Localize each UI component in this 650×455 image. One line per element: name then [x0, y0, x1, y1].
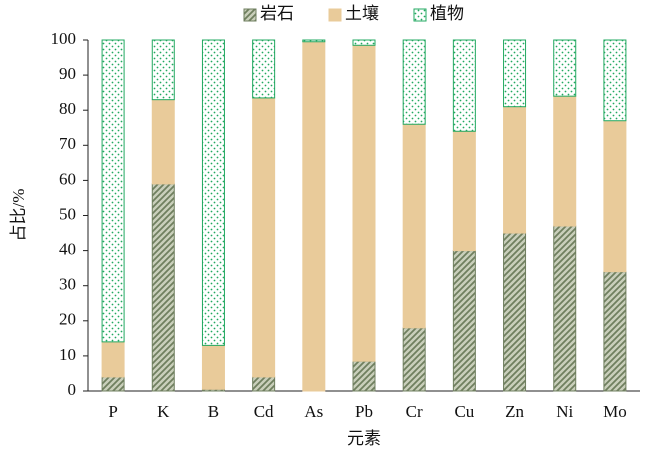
bar-segment — [201, 344, 225, 390]
legend-swatch — [328, 8, 342, 22]
y-tick-label: 40 — [59, 240, 76, 259]
legend-label: 植物 — [430, 4, 464, 23]
bar-segment — [302, 39, 326, 43]
y-tick-label: 50 — [59, 204, 76, 223]
bar-segment — [503, 232, 527, 392]
x-tick-label: Zn — [505, 402, 524, 421]
y-tick-label: 100 — [51, 29, 77, 48]
bar-segment — [201, 39, 225, 346]
x-tick-label: B — [208, 402, 219, 421]
x-tick-label: K — [157, 402, 170, 421]
bar-segment — [452, 39, 476, 132]
x-tick-label: Pb — [355, 402, 373, 421]
bar-segment — [553, 95, 577, 227]
legend-label: 岩石 — [260, 4, 294, 23]
bar-segment — [553, 225, 577, 392]
x-tick-label: Cr — [406, 402, 423, 421]
bar-segment — [151, 99, 175, 185]
bar-segment — [352, 44, 376, 362]
x-tick-label: P — [108, 402, 117, 421]
bar-segment — [402, 123, 426, 329]
bar-segment — [603, 120, 627, 273]
x-tick-label: Cu — [454, 402, 474, 421]
bar-segment — [603, 39, 627, 122]
bar-segment — [402, 39, 426, 125]
x-tick-label: As — [304, 402, 323, 421]
bar-segment — [452, 130, 476, 252]
y-axis-label: 占比/% — [9, 189, 28, 242]
bar-segment — [452, 250, 476, 392]
bar-segment — [252, 376, 276, 392]
y-tick-label: 90 — [59, 64, 76, 83]
bar-segment — [252, 39, 276, 99]
x-tick-label: Mo — [603, 402, 627, 421]
bar-segment — [151, 183, 175, 392]
y-tick-label: 30 — [59, 275, 76, 294]
bar-segment — [151, 39, 175, 101]
y-tick-label: 80 — [59, 99, 76, 118]
bar-segment — [402, 327, 426, 392]
x-tick-label: Cd — [254, 402, 274, 421]
bar-segment — [252, 97, 276, 378]
bar-segment — [553, 39, 577, 97]
bar-segment — [503, 106, 527, 234]
bar-segment — [101, 376, 125, 392]
x-axis-label: 元素 — [347, 429, 381, 448]
legend-swatch — [243, 8, 257, 22]
legend-swatch — [413, 8, 427, 22]
bar-segment — [603, 271, 627, 392]
bar-segment — [101, 39, 125, 343]
legend-label: 土壤 — [345, 3, 379, 23]
bar-segment — [352, 39, 376, 46]
bar-segment — [302, 41, 326, 392]
bar-segment — [101, 341, 125, 378]
y-tick-label: 60 — [59, 169, 76, 188]
y-tick-label: 10 — [59, 345, 76, 364]
x-tick-label: Ni — [556, 402, 573, 421]
bar-segment — [503, 39, 527, 108]
y-tick-label: 0 — [68, 380, 77, 399]
y-tick-label: 20 — [59, 310, 76, 329]
bar-segment — [352, 360, 376, 392]
y-tick-label: 70 — [59, 134, 76, 153]
